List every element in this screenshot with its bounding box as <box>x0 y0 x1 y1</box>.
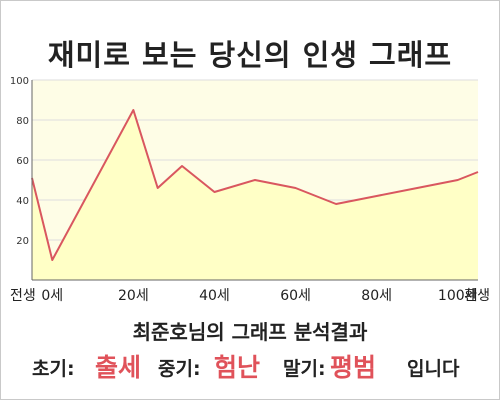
analysis-subtitle: 최준호님의 그래프 분석결과 <box>132 320 368 344</box>
middle-value: 험난 <box>214 353 261 382</box>
series-line <box>31 109 479 261</box>
late-value: 평범 <box>330 353 377 382</box>
x-tick-label: 0세 <box>41 288 63 304</box>
y-tick-label: 80 <box>16 116 29 127</box>
late-label: 말기: <box>283 358 326 380</box>
y-tick-label: 100 <box>10 76 29 87</box>
y-tick-label: 40 <box>16 196 29 207</box>
x-tick-label: 100세 <box>438 288 478 304</box>
y-tick-label: 60 <box>16 156 29 167</box>
x-tick-label: 80세 <box>361 288 392 304</box>
analysis-verdict: 초기: 출세 중기: 험난 말기: 평범 입니다 <box>0 346 500 382</box>
early-value: 출세 <box>95 353 142 382</box>
x-tick-label: 전생 <box>10 288 36 304</box>
area-fill <box>32 110 478 280</box>
x-tick-label: 환생 <box>464 288 490 304</box>
early-label: 초기: <box>32 358 75 380</box>
page-title: 재미로 보는 당신의 인생 그래프 <box>47 38 453 72</box>
ending-text: 입니다 <box>407 358 460 380</box>
x-tick-label: 60세 <box>280 288 311 304</box>
x-tick-label: 20세 <box>118 288 149 304</box>
middle-label: 중기: <box>158 358 201 380</box>
y-tick-label: 20 <box>16 236 29 247</box>
x-tick-label: 40세 <box>199 288 230 304</box>
